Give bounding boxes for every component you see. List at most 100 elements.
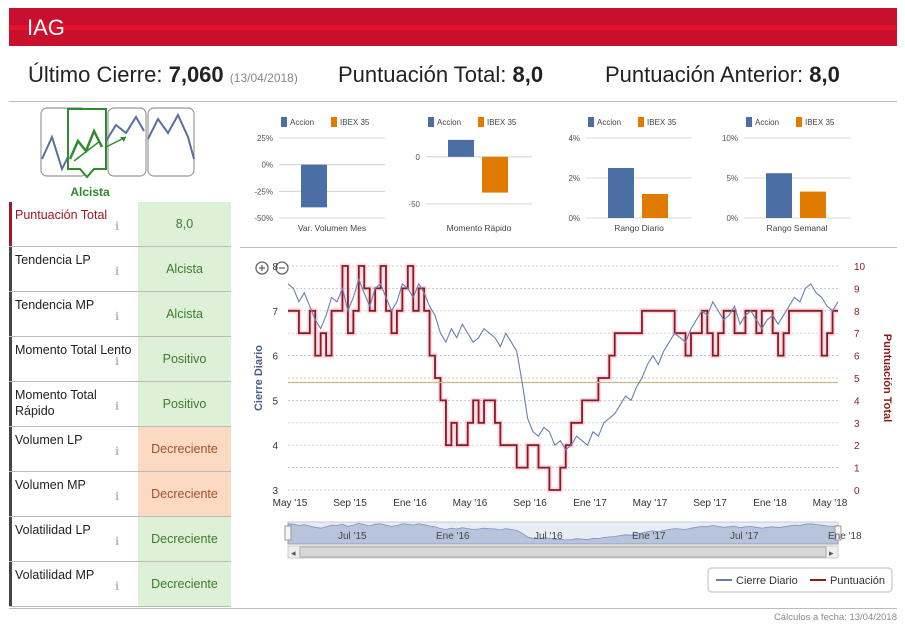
info-icon[interactable]: ℹ: [115, 356, 120, 368]
y-tick-label: -50: [408, 200, 420, 209]
mini-chart-daily-range: Accion IBEX 35 4% 2% 0% Rango Diario: [568, 117, 692, 233]
divider-top: [9, 101, 897, 102]
trend-chart-icon: [40, 107, 195, 179]
scrollbar-thumb[interactable]: [299, 546, 827, 558]
y-tick-label: 0%: [726, 214, 738, 223]
score-row-label: Momento Total Lento: [9, 337, 137, 381]
score-row-value: Decreciente: [138, 517, 231, 561]
right-tick-label: 0: [854, 486, 860, 497]
right-tick-label: 7: [854, 329, 860, 340]
bar-accion: [301, 164, 327, 208]
previous-score-label: Puntuación Anterior:: [605, 62, 804, 87]
left-tick-label: 3: [272, 486, 278, 497]
right-tick-label: 4: [854, 396, 860, 407]
scroll-left-arrow-icon[interactable]: ◂: [291, 549, 296, 559]
navigator-tick-label: Ene '18: [828, 531, 862, 542]
price-score-chart: 0 1 2 3 4 5 6 7 8 9 10 3 4 5 6 7 8 Cierre Diario Puntuació…: [253, 261, 893, 593]
legend-swatch-ibex: [638, 117, 644, 127]
price-line: [287, 277, 839, 451]
right-tick-label: 2: [854, 441, 860, 452]
navigator-handle-right[interactable]: [834, 525, 842, 541]
legend-box: [707, 567, 893, 593]
legend-label-accion: Accion: [290, 118, 314, 127]
last-close-label: Último Cierre:: [28, 62, 163, 87]
info-icon[interactable]: ℹ: [115, 221, 120, 233]
y-tick-label: 0: [416, 153, 421, 162]
info-icon[interactable]: ℹ: [115, 266, 120, 278]
x-axis-label: Var. Volumen Mes: [298, 223, 366, 233]
score-row-label: Tendencia LP: [9, 247, 137, 291]
score-line: [288, 265, 838, 491]
info-icon[interactable]: ℹ: [115, 491, 120, 503]
previous-score: Puntuación Anterior: 8,0: [605, 62, 840, 88]
score-row: Volumen MP ℹ Decreciente: [9, 472, 231, 517]
legend-label-score[interactable]: Puntuación: [830, 575, 885, 587]
x-tick-label: May '17: [633, 498, 668, 509]
info-icon[interactable]: ℹ: [115, 311, 120, 323]
info-icon[interactable]: ℹ: [115, 446, 120, 458]
x-tick-label: Sep '15: [333, 498, 367, 509]
y-tick-label: -50%: [254, 214, 273, 223]
legend-label-ibex: IBEX 35: [340, 118, 370, 127]
navigator-handle-left[interactable]: [284, 525, 292, 541]
total-score-value: 8,0: [512, 62, 544, 87]
trend-label: Alcista: [70, 185, 110, 199]
navigator-tick-label: Jul '15: [338, 531, 367, 542]
y-tick-label: 0%: [568, 214, 580, 223]
bar-accion: [766, 173, 792, 218]
score-row-label: Volumen MP: [9, 472, 137, 516]
legend-label-accion: Accion: [755, 118, 779, 127]
score-row-value: Decreciente: [138, 427, 231, 471]
navigator-tick-label: Jul '16: [534, 531, 563, 542]
info-icon[interactable]: ℹ: [115, 581, 120, 593]
score-row-label: Volatilidad MP: [9, 562, 137, 606]
scroll-right-arrow-icon[interactable]: ▸: [829, 549, 834, 559]
x-tick-label: Ene '17: [573, 498, 607, 509]
legend-label-accion: Accion: [597, 118, 621, 127]
right-tick-label: 3: [854, 419, 860, 430]
y-tick-label: 5%: [726, 174, 738, 183]
score-row-label: Volumen LP: [9, 427, 137, 471]
left-tick-label: 5: [272, 396, 278, 407]
mini-chart-weekly-range: Accion IBEX 35 10% 5% 0% Rango Semanal: [722, 117, 850, 233]
calc-date-note: Cálculos a fecha: 13/04/2018: [773, 612, 897, 623]
info-icon[interactable]: ℹ: [115, 536, 120, 548]
x-axis-label: Momento Rápido: [447, 223, 512, 233]
last-close: Último Cierre: 7,060 (13/04/2018): [28, 62, 298, 88]
legend-label-price[interactable]: Cierre Diario: [736, 575, 798, 587]
left-tick-label: 8: [272, 262, 278, 273]
last-close-date: (13/04/2018): [229, 71, 298, 85]
legend-label-ibex: IBEX 35: [805, 118, 835, 127]
navigator-tick-label: Ene '17: [632, 531, 666, 542]
y-tick-label: 10%: [722, 134, 738, 143]
legend-label-ibex: IBEX 35: [647, 118, 677, 127]
mini-chart-fast-momentum: Accion IBEX 35 0 -50 Momento Rápido: [408, 117, 532, 233]
score-row-value: 8,0: [138, 202, 231, 246]
score-row-value: Alcista: [138, 247, 231, 291]
navigator-tick-label: Ene '16: [436, 531, 470, 542]
score-row-label: Puntuación Total: [9, 202, 137, 246]
legend-label-accion: Accion: [437, 118, 461, 127]
left-tick-label: 7: [272, 307, 278, 318]
score-row-value: Positivo: [138, 382, 231, 426]
x-tick-label: Sep '17: [693, 498, 727, 509]
x-tick-label: May '15: [273, 498, 308, 509]
zoom-in-icon[interactable]: [255, 261, 269, 275]
x-tick-label: Ene '16: [393, 498, 427, 509]
score-row: Tendencia LP ℹ Alcista: [9, 247, 231, 292]
previous-score-value: 8,0: [809, 62, 840, 87]
score-row-label: Volatilidad LP: [9, 517, 137, 561]
right-tick-label: 6: [854, 352, 860, 363]
y-tick-label: 25%: [257, 134, 273, 143]
score-row: Momento Total Lento ℹ Positivo: [9, 337, 231, 382]
legend-swatch-accion: [746, 117, 752, 127]
x-axis-label: Rango Semanal: [767, 223, 828, 233]
info-icon[interactable]: ℹ: [115, 401, 120, 413]
score-row-value: Alcista: [138, 292, 231, 336]
left-axis-title: Cierre Diario: [253, 345, 265, 411]
stock-symbol: IAG: [27, 15, 65, 40]
legend-swatch-ibex: [331, 117, 337, 127]
navigator-series: [287, 522, 839, 545]
x-tick-label: Ene '18: [753, 498, 787, 509]
zoom-out-icon[interactable]: [275, 261, 289, 275]
